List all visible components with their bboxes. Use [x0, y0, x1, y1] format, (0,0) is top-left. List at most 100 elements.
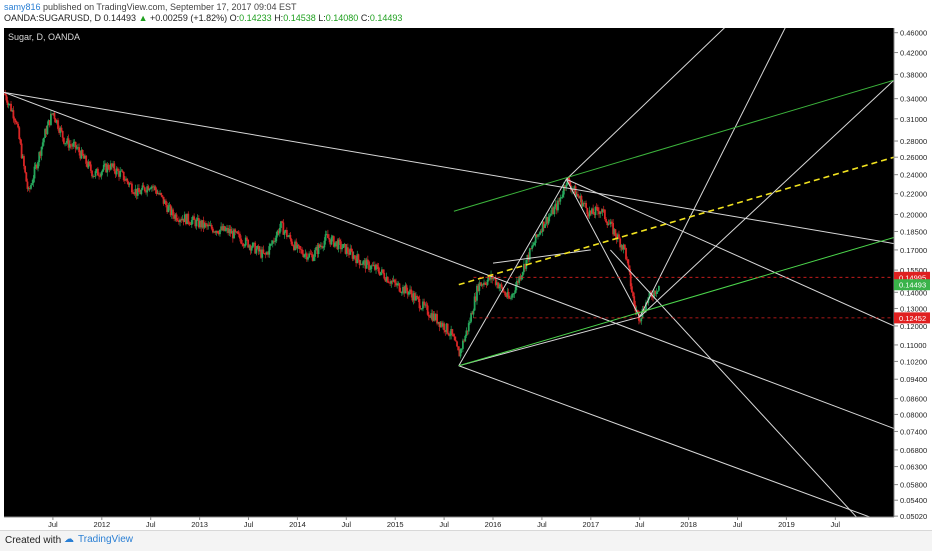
candle-body	[241, 243, 244, 245]
candle-body	[227, 227, 230, 233]
y-tick-label: 0.05800	[900, 481, 927, 490]
candle-body	[135, 188, 138, 196]
candle-body	[438, 321, 441, 327]
candle-body	[106, 164, 109, 173]
candle-body	[143, 187, 146, 192]
candle-body	[91, 170, 93, 177]
candle-body	[41, 142, 44, 147]
candle-body	[159, 193, 161, 195]
candle-body	[465, 330, 468, 336]
author-link[interactable]: samy816	[4, 2, 41, 12]
candle-body	[13, 118, 16, 121]
candle-body	[177, 220, 180, 223]
candle-body	[115, 168, 118, 175]
price-label-text: 0.14493	[899, 281, 926, 290]
price-label-text: 0.12452	[899, 314, 926, 323]
candle-body	[358, 259, 361, 265]
candle-body	[223, 226, 226, 231]
candle-body	[126, 178, 129, 182]
candle-body	[268, 246, 271, 255]
candle-body	[578, 196, 580, 199]
candle-body	[170, 209, 173, 216]
candle-body	[476, 285, 478, 301]
candle-body	[331, 236, 334, 238]
candle-body	[636, 310, 639, 312]
candle-body	[362, 261, 365, 265]
candle-body	[284, 230, 287, 232]
candle-body	[166, 204, 169, 213]
y-tick-label: 0.12000	[900, 322, 927, 331]
candle-body	[427, 314, 430, 317]
candle-body	[160, 193, 163, 196]
candle-body	[642, 308, 645, 312]
candle-body	[229, 228, 232, 234]
trend-line	[453, 79, 894, 212]
y-tick-label: 0.22000	[900, 190, 927, 199]
candle-body	[186, 213, 188, 225]
candle-body	[32, 178, 35, 184]
candle-body	[149, 188, 152, 190]
candle-body	[6, 100, 9, 105]
candle-body	[128, 183, 131, 185]
chart-area[interactable]: Sugar, D, OANDA 0.46000 0.42000 0.38000 0.34…	[0, 26, 932, 530]
candle-body	[250, 247, 253, 251]
tradingview-brand-link[interactable]: ☁ TradingView	[64, 534, 133, 545]
candle-body	[567, 177, 570, 180]
candle-body	[59, 127, 62, 133]
candle-body	[269, 243, 272, 247]
candle-body	[415, 295, 417, 301]
candle-body	[652, 296, 654, 298]
candle-body	[260, 249, 262, 258]
candle-body	[404, 285, 407, 294]
candle-body	[302, 253, 305, 257]
candle-body	[575, 194, 578, 197]
candle-body	[226, 227, 228, 230]
candle-body	[618, 234, 620, 239]
candle-body	[483, 282, 485, 285]
candle-body	[19, 139, 22, 144]
candle-body	[458, 350, 461, 357]
candle-body	[255, 248, 258, 254]
candle-body	[625, 247, 627, 260]
candle-body	[436, 314, 438, 324]
candle-body	[132, 192, 134, 194]
candle-body	[412, 293, 415, 301]
candle-body	[386, 276, 389, 283]
candle-body	[156, 193, 159, 194]
candle-body	[202, 220, 205, 228]
candle-body	[605, 218, 607, 223]
candle-body	[319, 245, 322, 248]
trend-line	[492, 249, 591, 264]
candle-body	[27, 188, 30, 189]
candle-body	[69, 144, 72, 146]
candle-body	[444, 330, 447, 332]
candle-body	[506, 291, 509, 297]
candle-body	[500, 284, 503, 288]
candle-body	[349, 248, 352, 255]
candle-body	[321, 245, 323, 248]
candle-body	[559, 197, 562, 202]
candle-body	[424, 304, 427, 306]
candle-body	[141, 185, 144, 190]
candle-body	[487, 276, 490, 280]
candle-body	[466, 330, 469, 332]
candle-body	[206, 224, 208, 227]
candle-body	[153, 186, 156, 188]
candle-body	[611, 221, 613, 224]
price-chart[interactable]: Sugar, D, OANDA 0.46000 0.42000 0.38000 0.34…	[0, 26, 932, 530]
trend-line	[610, 249, 858, 517]
candle-body	[138, 188, 140, 193]
candle-body	[588, 210, 591, 217]
y-tick-label: 0.06800	[900, 446, 927, 455]
y-tick-label: 0.15500	[900, 266, 927, 275]
candle-body	[139, 192, 142, 195]
symbol-label: OANDA:SUGARUSD, D	[4, 13, 102, 23]
candle-body	[544, 224, 546, 228]
candle-body	[365, 259, 368, 269]
candle-body	[55, 120, 58, 123]
candle-body	[499, 284, 502, 287]
candle-body	[541, 221, 544, 232]
candle-body	[192, 216, 194, 221]
candle-body	[133, 193, 136, 195]
candle-body	[385, 276, 388, 282]
